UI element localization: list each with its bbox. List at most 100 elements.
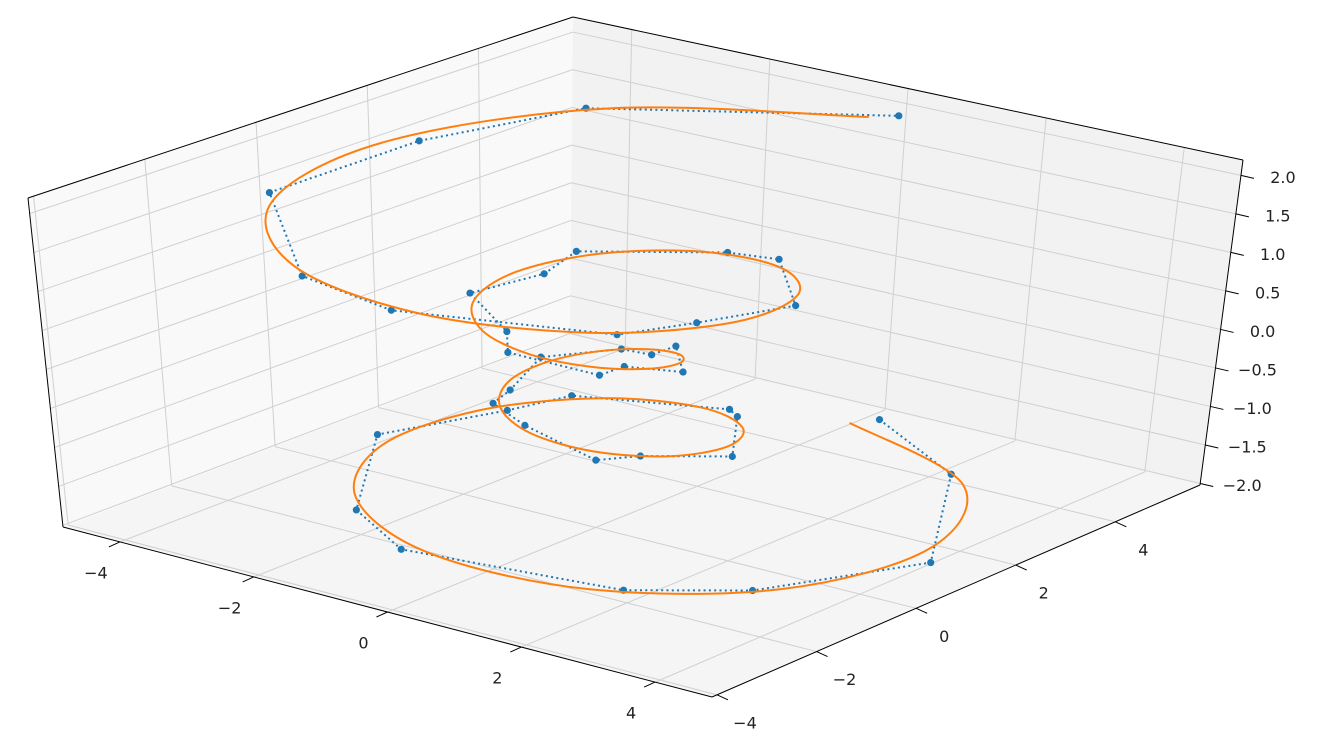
point <box>489 399 497 407</box>
point <box>895 112 903 120</box>
point <box>298 272 306 280</box>
point <box>572 247 580 255</box>
point <box>521 421 529 429</box>
x-tick-label: 2 <box>492 669 502 688</box>
grid-line <box>253 378 756 578</box>
z-tick <box>1220 328 1234 333</box>
point <box>506 386 514 394</box>
z-tick <box>1240 174 1255 179</box>
point <box>503 327 511 336</box>
y-tick-label: −4 <box>733 713 757 732</box>
y-tick <box>816 651 828 658</box>
box-edge <box>27 16 574 199</box>
grid-line <box>37 106 573 293</box>
grid-line <box>569 333 1201 484</box>
point <box>672 342 680 350</box>
grid-line <box>33 69 573 254</box>
x-tick <box>108 541 121 548</box>
point <box>693 319 701 327</box>
point <box>568 392 576 400</box>
point <box>387 306 395 314</box>
z-tick-label: −1.5 <box>1228 437 1267 456</box>
grid-line <box>50 219 572 409</box>
point <box>595 371 604 379</box>
x-tick <box>242 576 254 583</box>
box-edge <box>27 197 64 528</box>
point <box>592 456 600 464</box>
z-tick <box>1230 251 1244 256</box>
grid-line <box>571 182 1221 330</box>
y-tick <box>915 607 928 614</box>
z-tick-label: 2.0 <box>1270 168 1295 187</box>
z-tick <box>1215 367 1229 372</box>
z-tick-label: 1.5 <box>1265 206 1290 225</box>
x-tick <box>510 646 522 653</box>
point <box>733 412 741 421</box>
point <box>875 416 884 424</box>
pane-floor <box>63 335 1200 697</box>
point <box>927 558 935 567</box>
point <box>792 302 800 310</box>
point <box>648 351 656 359</box>
box-edge <box>572 16 1244 161</box>
z-tick <box>1200 482 1214 487</box>
z-tick-label: −1.0 <box>1233 399 1272 418</box>
z-tick-label: 0.5 <box>1255 283 1280 302</box>
point <box>725 405 734 413</box>
grid-line <box>570 257 1211 407</box>
point <box>397 545 405 553</box>
point <box>503 406 511 414</box>
z-tick <box>1235 213 1249 218</box>
x-tick-label: −2 <box>218 598 242 617</box>
point <box>504 348 512 357</box>
z-tick-label: −2.0 <box>1223 476 1262 495</box>
grid-line <box>29 31 574 215</box>
pane-back <box>570 17 1243 485</box>
x-tick-label: 4 <box>626 704 636 723</box>
y-tick-label: 2 <box>1039 584 1049 603</box>
y-tick-label: 0 <box>939 627 949 646</box>
x-tick <box>643 681 656 688</box>
grid-line <box>570 295 1206 446</box>
grid-line <box>570 219 1216 369</box>
y-tick <box>716 694 729 701</box>
z-tick <box>1225 290 1239 295</box>
point <box>728 452 736 461</box>
grid-line <box>572 31 1242 176</box>
point <box>540 270 548 278</box>
curve <box>264 106 969 595</box>
z-tick-label: 0.0 <box>1250 322 1275 341</box>
grid-line <box>41 144 572 332</box>
grid-line <box>572 69 1236 215</box>
y-tick-label: 4 <box>1138 540 1148 559</box>
z-tick <box>1205 444 1219 449</box>
point <box>679 368 687 376</box>
grid-line <box>62 333 571 526</box>
x-tick-label: −4 <box>84 563 108 582</box>
grid-line <box>58 295 571 487</box>
z-tick-label: 1.0 <box>1260 245 1285 264</box>
grid-line <box>481 367 1116 523</box>
y-tick <box>1115 521 1127 528</box>
grid-line <box>521 440 1016 648</box>
point <box>466 289 474 297</box>
axis-line <box>711 484 1201 698</box>
point <box>265 188 273 197</box>
y-tick <box>1015 564 1027 571</box>
x-tick <box>376 611 388 618</box>
z-tick-label: −0.5 <box>1238 360 1277 379</box>
grid-line <box>572 106 1231 253</box>
grid-line <box>171 485 817 653</box>
grid-line <box>387 409 886 613</box>
point <box>748 586 757 595</box>
grid-line <box>654 471 1145 683</box>
grid-line <box>378 407 1016 566</box>
dotted-line <box>268 107 953 592</box>
point <box>415 137 423 145</box>
point <box>352 506 360 514</box>
grid-line <box>571 144 1226 292</box>
x-tick-label: 0 <box>358 634 368 653</box>
y-tick-label: −2 <box>833 670 857 689</box>
